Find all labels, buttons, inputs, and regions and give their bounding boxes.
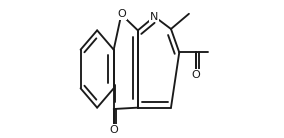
Text: O: O — [109, 125, 118, 135]
Text: O: O — [117, 10, 126, 19]
Text: N: N — [150, 12, 158, 22]
Text: O: O — [191, 70, 200, 79]
